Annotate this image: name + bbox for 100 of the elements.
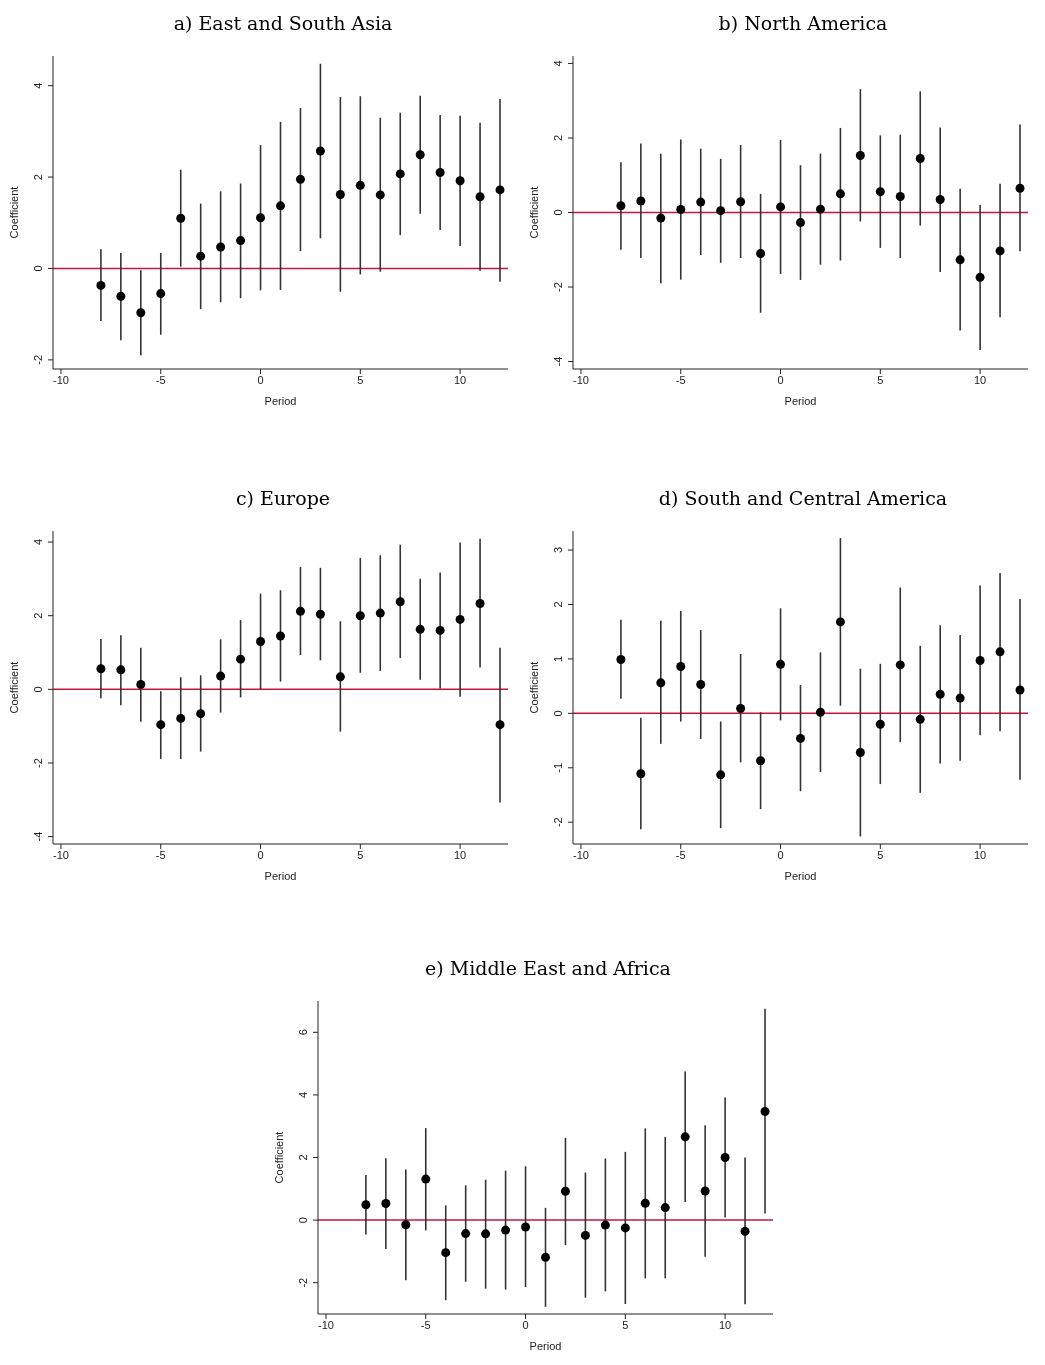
point — [796, 733, 805, 743]
point — [776, 659, 786, 669]
point — [855, 748, 865, 758]
point — [680, 1132, 690, 1142]
point — [501, 1225, 511, 1235]
x-tick-label: -5 — [675, 848, 686, 861]
y-tick-label: 4 — [32, 82, 44, 89]
point — [381, 1199, 391, 1209]
point — [875, 187, 885, 197]
x-tick-label: 5 — [877, 373, 884, 386]
x-tick-label: -10 — [573, 848, 589, 861]
point — [915, 153, 925, 163]
y-tick-label: 0 — [32, 265, 44, 272]
y-axis-title: Coefficient — [272, 1131, 285, 1184]
x-tick-label: 0 — [257, 373, 264, 386]
point — [716, 770, 726, 780]
x-tick-label: 0 — [257, 848, 264, 861]
point — [475, 599, 485, 609]
y-tick-label: 0 — [552, 710, 564, 717]
point — [636, 769, 646, 779]
point — [481, 1229, 491, 1239]
y-tick-label: 0 — [552, 209, 564, 216]
point — [96, 280, 106, 290]
point — [796, 218, 805, 228]
point — [716, 206, 726, 216]
y-tick-label: 1 — [552, 655, 564, 662]
point — [176, 213, 186, 223]
y-axis-title: Coefficient — [7, 186, 20, 239]
point — [276, 201, 285, 211]
point — [136, 308, 146, 318]
y-tick-label: -4 — [32, 831, 44, 842]
x-tick-label: 10 — [973, 373, 987, 386]
point — [676, 662, 686, 672]
point — [421, 1174, 431, 1184]
point — [295, 606, 305, 616]
point — [435, 168, 445, 178]
point — [815, 707, 825, 717]
x-tick-label: -5 — [675, 373, 686, 386]
point — [156, 720, 166, 730]
x-tick-label: -10 — [573, 373, 589, 386]
y-tick-label: 2 — [552, 601, 564, 608]
y-tick-label: 2 — [552, 134, 564, 142]
point — [116, 291, 126, 301]
point — [176, 713, 186, 723]
point — [196, 709, 206, 719]
point — [696, 680, 706, 690]
point — [196, 251, 206, 261]
point — [620, 1223, 630, 1233]
point — [995, 246, 1005, 256]
x-axis-title: Period — [264, 395, 297, 407]
point — [361, 1200, 371, 1210]
point — [616, 201, 626, 211]
point — [975, 272, 985, 282]
point — [915, 714, 925, 724]
point — [875, 719, 885, 729]
chart-title: b) North America — [717, 11, 889, 36]
point — [395, 169, 405, 179]
point — [315, 609, 325, 619]
x-tick-label: 5 — [357, 848, 364, 861]
y-tick-label: 2 — [297, 1154, 309, 1161]
point — [955, 693, 965, 703]
point — [495, 185, 505, 195]
x-tick-label: 5 — [357, 373, 364, 386]
point — [395, 597, 405, 607]
point — [640, 1198, 650, 1208]
x-tick-label: 10 — [973, 848, 987, 861]
point — [696, 197, 706, 207]
y-tick-label: -2 — [32, 758, 44, 768]
point — [401, 1220, 411, 1230]
point — [580, 1230, 590, 1240]
y-tick-label: -2 — [552, 817, 564, 828]
x-axis-title: Period — [784, 395, 817, 407]
point — [895, 660, 905, 670]
point — [216, 242, 226, 252]
point — [455, 614, 465, 624]
point — [236, 654, 246, 664]
point — [355, 180, 365, 190]
point — [760, 1106, 770, 1116]
y-tick-label: 2 — [32, 174, 44, 181]
point — [636, 196, 646, 206]
point — [975, 656, 985, 666]
x-tick-label: -10 — [53, 848, 69, 861]
point — [756, 248, 766, 258]
point — [96, 664, 106, 674]
point — [995, 647, 1005, 657]
point — [541, 1252, 550, 1262]
point — [455, 176, 465, 186]
chart-title: d) South and Central America — [657, 486, 949, 511]
point — [855, 150, 865, 160]
y-tick-label: -2 — [552, 282, 564, 292]
point — [660, 1203, 670, 1213]
point — [495, 720, 505, 730]
point — [335, 672, 345, 682]
point — [295, 174, 305, 184]
point — [656, 213, 666, 223]
x-tick-label: 5 — [622, 1318, 629, 1331]
point — [521, 1222, 531, 1232]
y-tick-label: 3 — [552, 546, 564, 554]
point — [736, 197, 746, 207]
point — [676, 205, 686, 215]
